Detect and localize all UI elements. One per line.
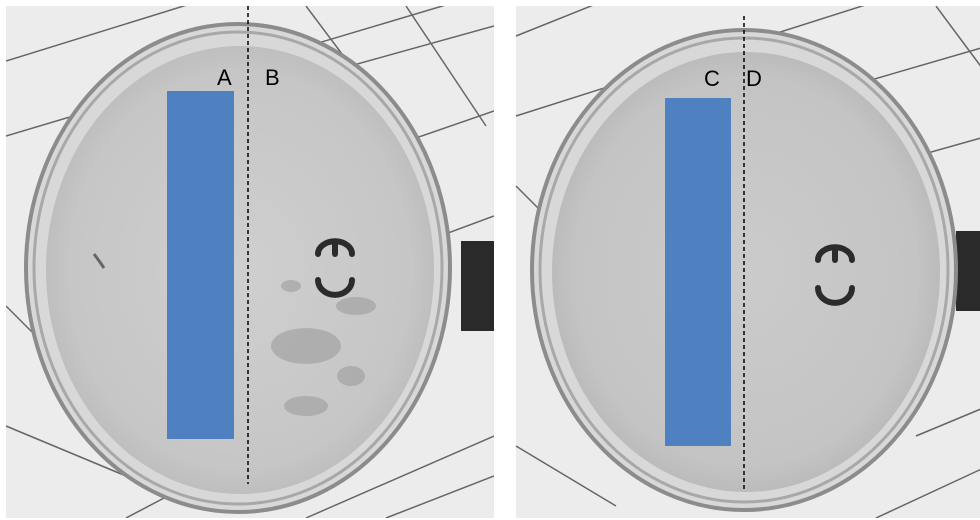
label-a: A xyxy=(217,65,232,90)
mask-rectangle xyxy=(167,91,234,439)
agar-surface xyxy=(46,46,434,494)
small-mark xyxy=(92,253,106,269)
growth-smudges xyxy=(271,280,376,416)
dish-rim-inner xyxy=(32,30,444,506)
label-c: C xyxy=(704,66,720,91)
ce-mark xyxy=(315,238,355,298)
dark-object xyxy=(956,231,980,311)
petri-dish-photo-left: A B xyxy=(6,6,494,518)
mask-rectangle xyxy=(665,98,731,446)
label-b: B xyxy=(265,65,280,90)
agar-surface xyxy=(552,52,940,492)
petri-dish-left-graphic xyxy=(6,6,494,518)
petri-dish-photo-right: C D xyxy=(508,6,980,518)
label-d: D xyxy=(746,66,762,91)
dark-object xyxy=(461,241,494,331)
petri-dish-right-graphic xyxy=(515,6,980,518)
ce-mark xyxy=(815,244,855,306)
